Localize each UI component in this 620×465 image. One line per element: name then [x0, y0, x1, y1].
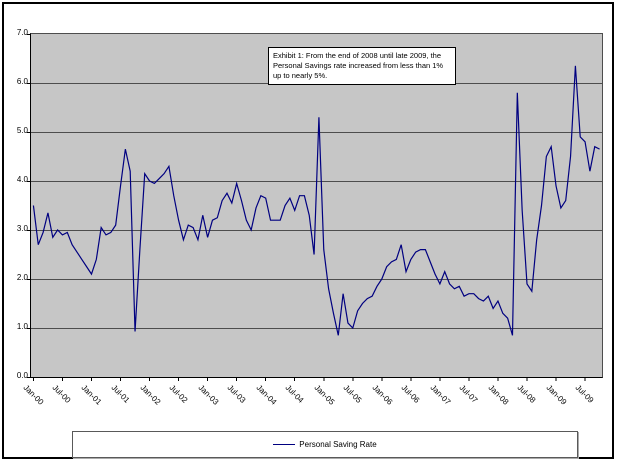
y-tick-label: 4.0	[16, 175, 28, 184]
series-line-personal-saving-rate	[32, 65, 600, 336]
annotation-text: Exhibit 1: From the end of 2008 until la…	[273, 51, 444, 81]
x-tick-label: Jul-05	[341, 383, 364, 405]
x-tick-label: Jan-00	[22, 383, 46, 407]
personal-saving-rate-line-chart	[27, 34, 602, 381]
x-tick-label: Jul-06	[399, 383, 422, 405]
x-tick-label: Jul-07	[457, 383, 480, 405]
x-tick-label: Jan-04	[254, 383, 278, 407]
x-tick-label: Jan-07	[428, 383, 453, 407]
x-tick-label: Jul-09	[573, 383, 596, 405]
x-tick-label: Jan-01	[80, 383, 104, 407]
x-tick-label: Jul-03	[225, 383, 248, 405]
y-tick-label: 5.0	[16, 126, 28, 135]
y-tick-label: 6.0	[16, 77, 28, 86]
y-tick-label: 0.0	[16, 371, 28, 380]
x-tick-label: Jul-00	[51, 383, 73, 405]
x-tick-label: Jul-04	[283, 383, 306, 405]
x-tick-label: Jan-09	[544, 383, 569, 407]
chart-frame: 7.0 6.0 5.0 4.0 3.0 2.0 1.0 0.0 Jan-00 Jul-00 Jan…	[2, 2, 614, 459]
legend-line-marker	[273, 444, 296, 445]
x-tick-label: Jan-02	[138, 383, 162, 407]
y-tick-label: 7.0	[16, 28, 28, 37]
x-tick-label: Jul-01	[109, 383, 131, 405]
legend: Personal Saving Rate	[72, 431, 578, 458]
x-tick-label: Jul-02	[167, 383, 189, 405]
y-tick-label: 2.0	[16, 273, 28, 282]
y-tick-label: 1.0	[16, 322, 28, 331]
legend-label: Personal Saving Rate	[299, 440, 377, 449]
y-tick-label: 3.0	[16, 224, 28, 233]
annotation-box: Exhibit 1: From the end of 2008 until la…	[268, 47, 456, 86]
plot-area	[27, 33, 603, 381]
x-tick-label: Jul-08	[515, 383, 538, 405]
x-tick-label: Jan-06	[370, 383, 395, 407]
x-tick-label: Jan-08	[486, 383, 511, 407]
x-tick-label: Jan-05	[312, 383, 337, 407]
x-tick-label: Jan-03	[196, 383, 220, 407]
